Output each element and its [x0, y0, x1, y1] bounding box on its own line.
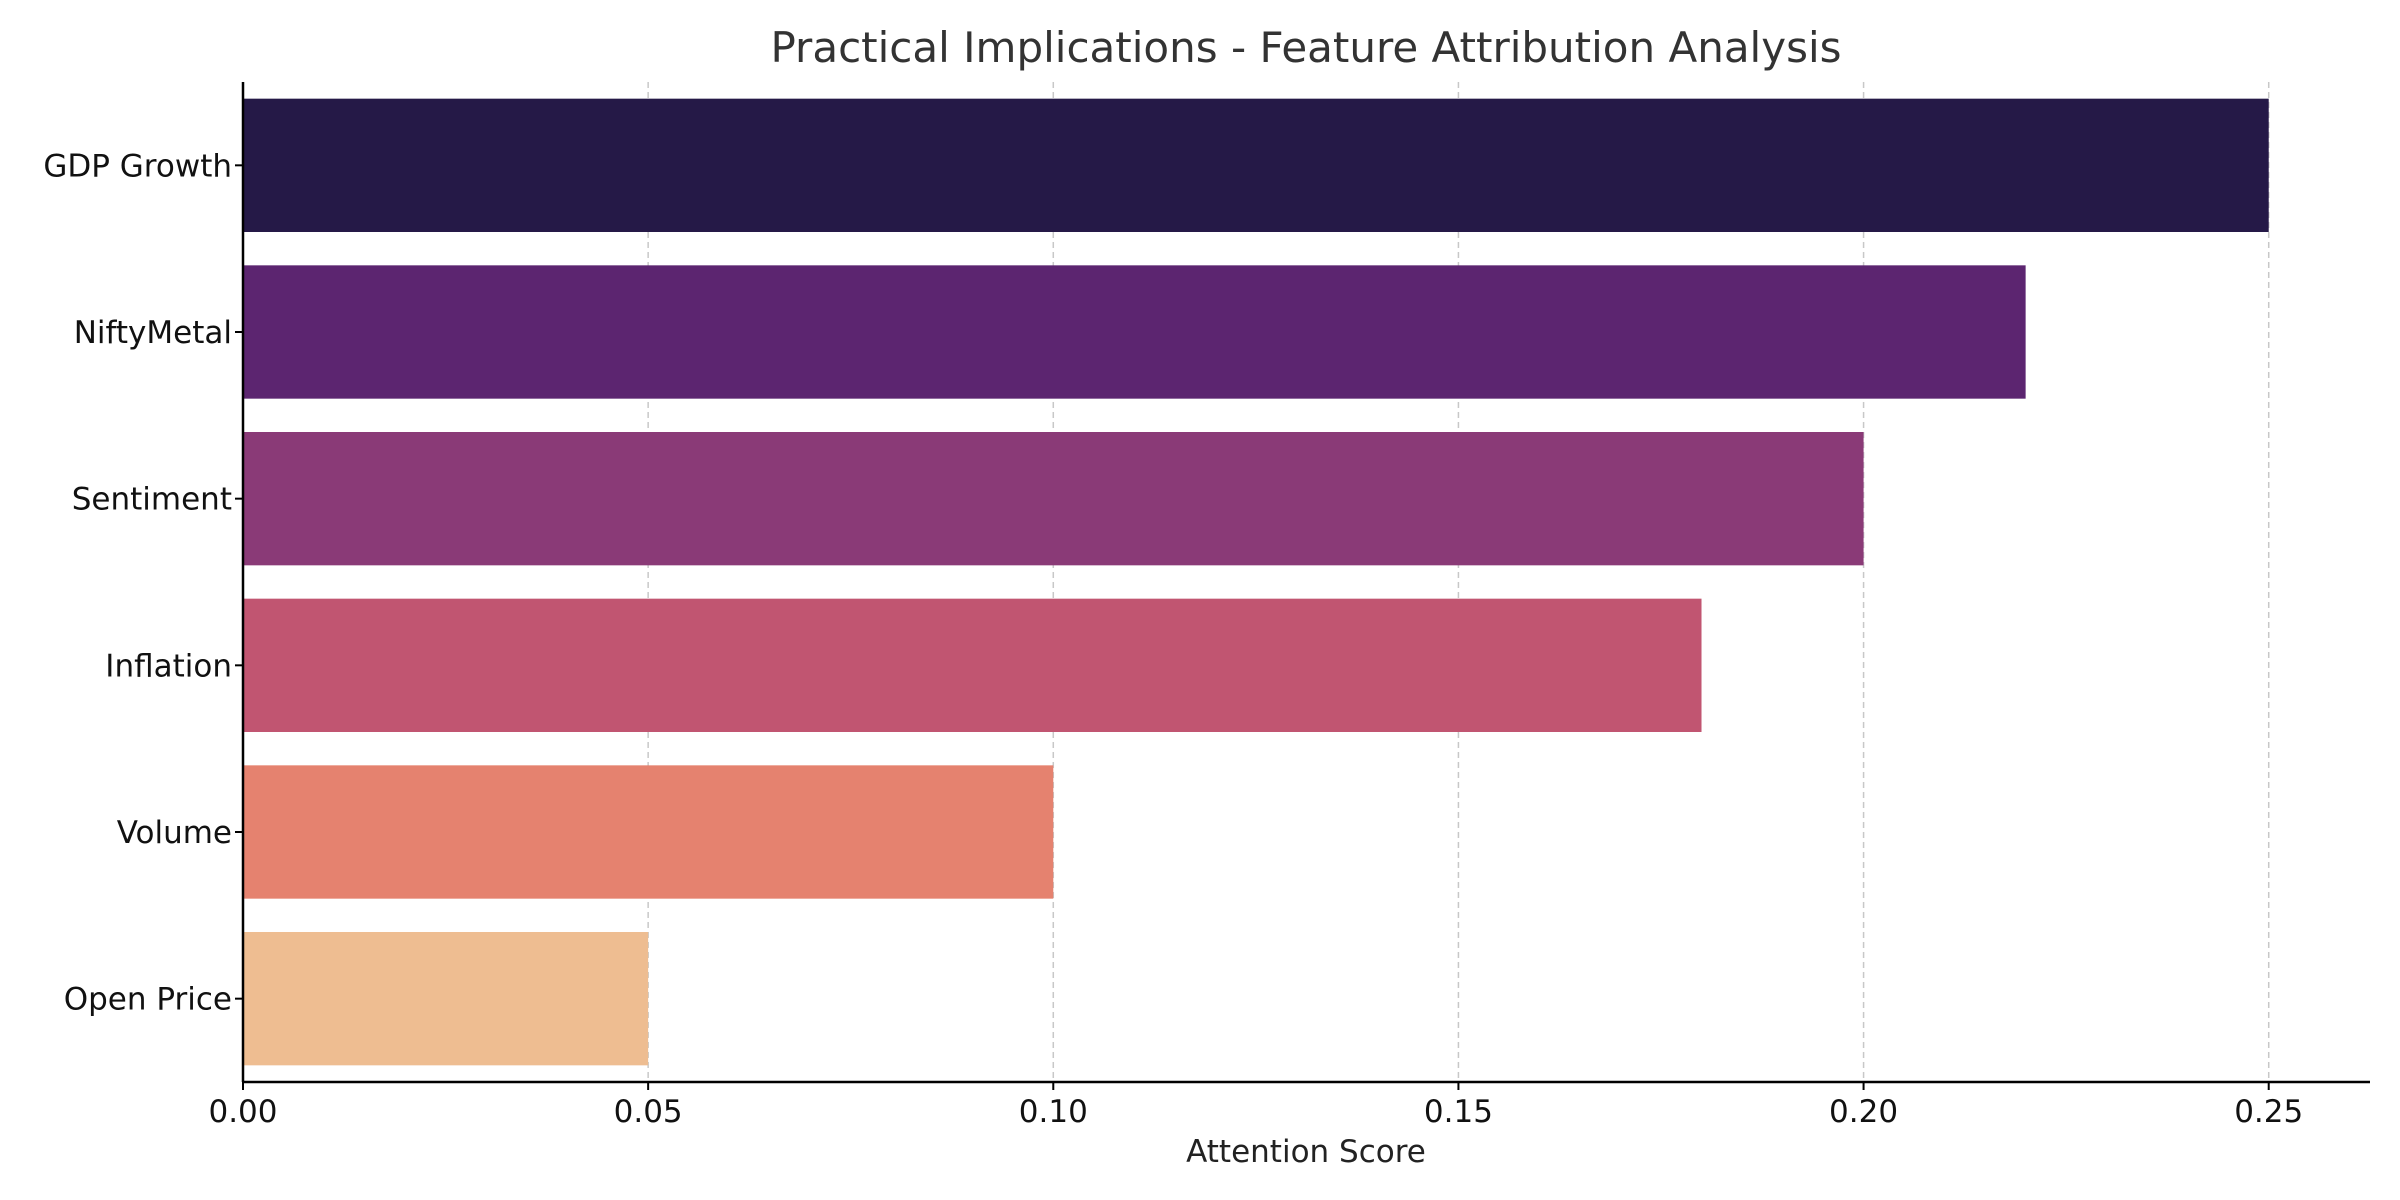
- bar-volume: [243, 765, 1054, 899]
- grid-lines: [647, 82, 2270, 1082]
- y-tick-label: Volume: [117, 815, 232, 851]
- y-tick-label: GDP Growth: [43, 148, 232, 184]
- y-tick-labels: GDP Growth NiftyMetal Sentiment Inflation Vo…: [43, 148, 243, 1018]
- x-tick-label: 0.20: [1829, 1094, 1898, 1130]
- x-tick-label: 0.25: [2234, 1094, 2303, 1130]
- y-tick-label: Sentiment: [72, 482, 232, 518]
- y-tick-label: NiftyMetal: [74, 315, 232, 351]
- axes: [241, 82, 2370, 1084]
- x-tick-labels: 0.00 0.05 0.10 0.15 0.20 0.25: [208, 1082, 2303, 1130]
- bar-open-price: [243, 932, 649, 1066]
- x-tick-label: 0.15: [1424, 1094, 1493, 1130]
- bars: [243, 98, 2269, 1066]
- bar-niftymetal: [243, 265, 2026, 399]
- bar-gdp-growth: [243, 98, 2269, 233]
- x-tick-label: 0.10: [1019, 1094, 1088, 1130]
- x-tick-label: 0.00: [208, 1094, 277, 1130]
- y-tick-label: Open Price: [64, 982, 232, 1018]
- x-axis-label: Attention Score: [1186, 1134, 1426, 1170]
- bar-inflation: [243, 598, 1702, 732]
- bar-sentiment: [243, 432, 1864, 566]
- y-tick-label: Inflation: [105, 648, 232, 684]
- chart-title: Practical Implications - Feature Attribu…: [770, 23, 1841, 72]
- x-tick-label: 0.05: [614, 1094, 683, 1130]
